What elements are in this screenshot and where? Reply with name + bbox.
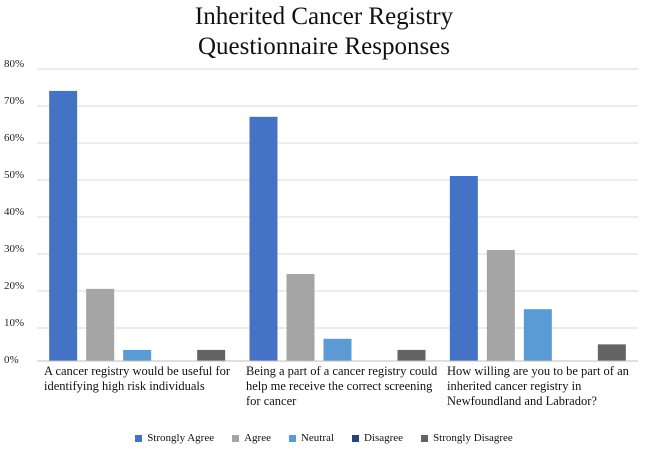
legend-item-strongly-disagree: Strongly Disagree (421, 432, 513, 444)
bar-agree-cat1 (86, 288, 115, 361)
y-tick-label: 30% (4, 243, 24, 255)
y-tick-label: 80% (4, 58, 24, 70)
bar-strongly-disagree-cat2 (397, 349, 426, 361)
legend-swatch (232, 434, 240, 442)
bar-neutral-cat3 (523, 309, 552, 361)
bar-strongly-agree-cat2 (249, 116, 278, 361)
legend-item-disagree: Disagree (351, 432, 404, 444)
y-tick-label: 20% (4, 280, 24, 292)
legend-swatch (135, 434, 143, 442)
legend-label: Disagree (363, 432, 404, 444)
legend-label: Neutral (300, 432, 334, 444)
bar-strongly-agree-cat1 (49, 90, 78, 362)
y-axis-ticks: 80% 70% 60% 50% 40% 30% 20% 10% 0% (4, 58, 24, 366)
chart-title: Inherited Cancer Registry Questionnaire … (0, 2, 648, 62)
chart-title-line-1: Inherited Cancer Registry (194, 3, 454, 30)
y-tick-label: 40% (4, 206, 24, 218)
grid-lines (37, 68, 638, 329)
category-label-3: How willing are you to be part of an inh… (447, 364, 629, 408)
bar-neutral-cat1 (123, 349, 152, 361)
legend-label: Strongly Disagree (433, 432, 513, 444)
y-tick-label: 50% (4, 169, 24, 181)
chart-title-line-2: Questionnaire Responses (197, 33, 451, 60)
legend-item-neutral: Neutral (288, 432, 334, 444)
bar-strongly-disagree-cat1 (197, 349, 226, 361)
y-tick-label: 70% (4, 95, 24, 107)
legend-swatch (351, 434, 359, 442)
category-label-2: Being a part of a cancer registry could … (246, 364, 438, 408)
legend: Strongly Agree Agree Neutral Disagree St… (0, 432, 648, 444)
legend-swatch (421, 434, 429, 442)
bars (49, 90, 626, 362)
category-label-1: A cancer registry would be useful for id… (44, 364, 231, 393)
legend-label: Strongly Agree (147, 432, 215, 444)
y-tick-label: 0% (4, 354, 19, 366)
y-tick-label: 10% (4, 317, 24, 329)
legend-swatch (288, 434, 296, 442)
legend-item-strongly-agree: Strongly Agree (135, 432, 214, 444)
bar-neutral-cat2 (323, 338, 352, 361)
y-tick-label: 60% (4, 132, 24, 144)
bar-strongly-agree-cat3 (449, 176, 478, 361)
legend-item-agree: Agree (232, 432, 271, 444)
bar-agree-cat3 (486, 250, 515, 361)
bar-strongly-disagree-cat3 (597, 344, 626, 361)
bar-agree-cat2 (286, 274, 315, 361)
legend-label: Agree (244, 432, 271, 444)
